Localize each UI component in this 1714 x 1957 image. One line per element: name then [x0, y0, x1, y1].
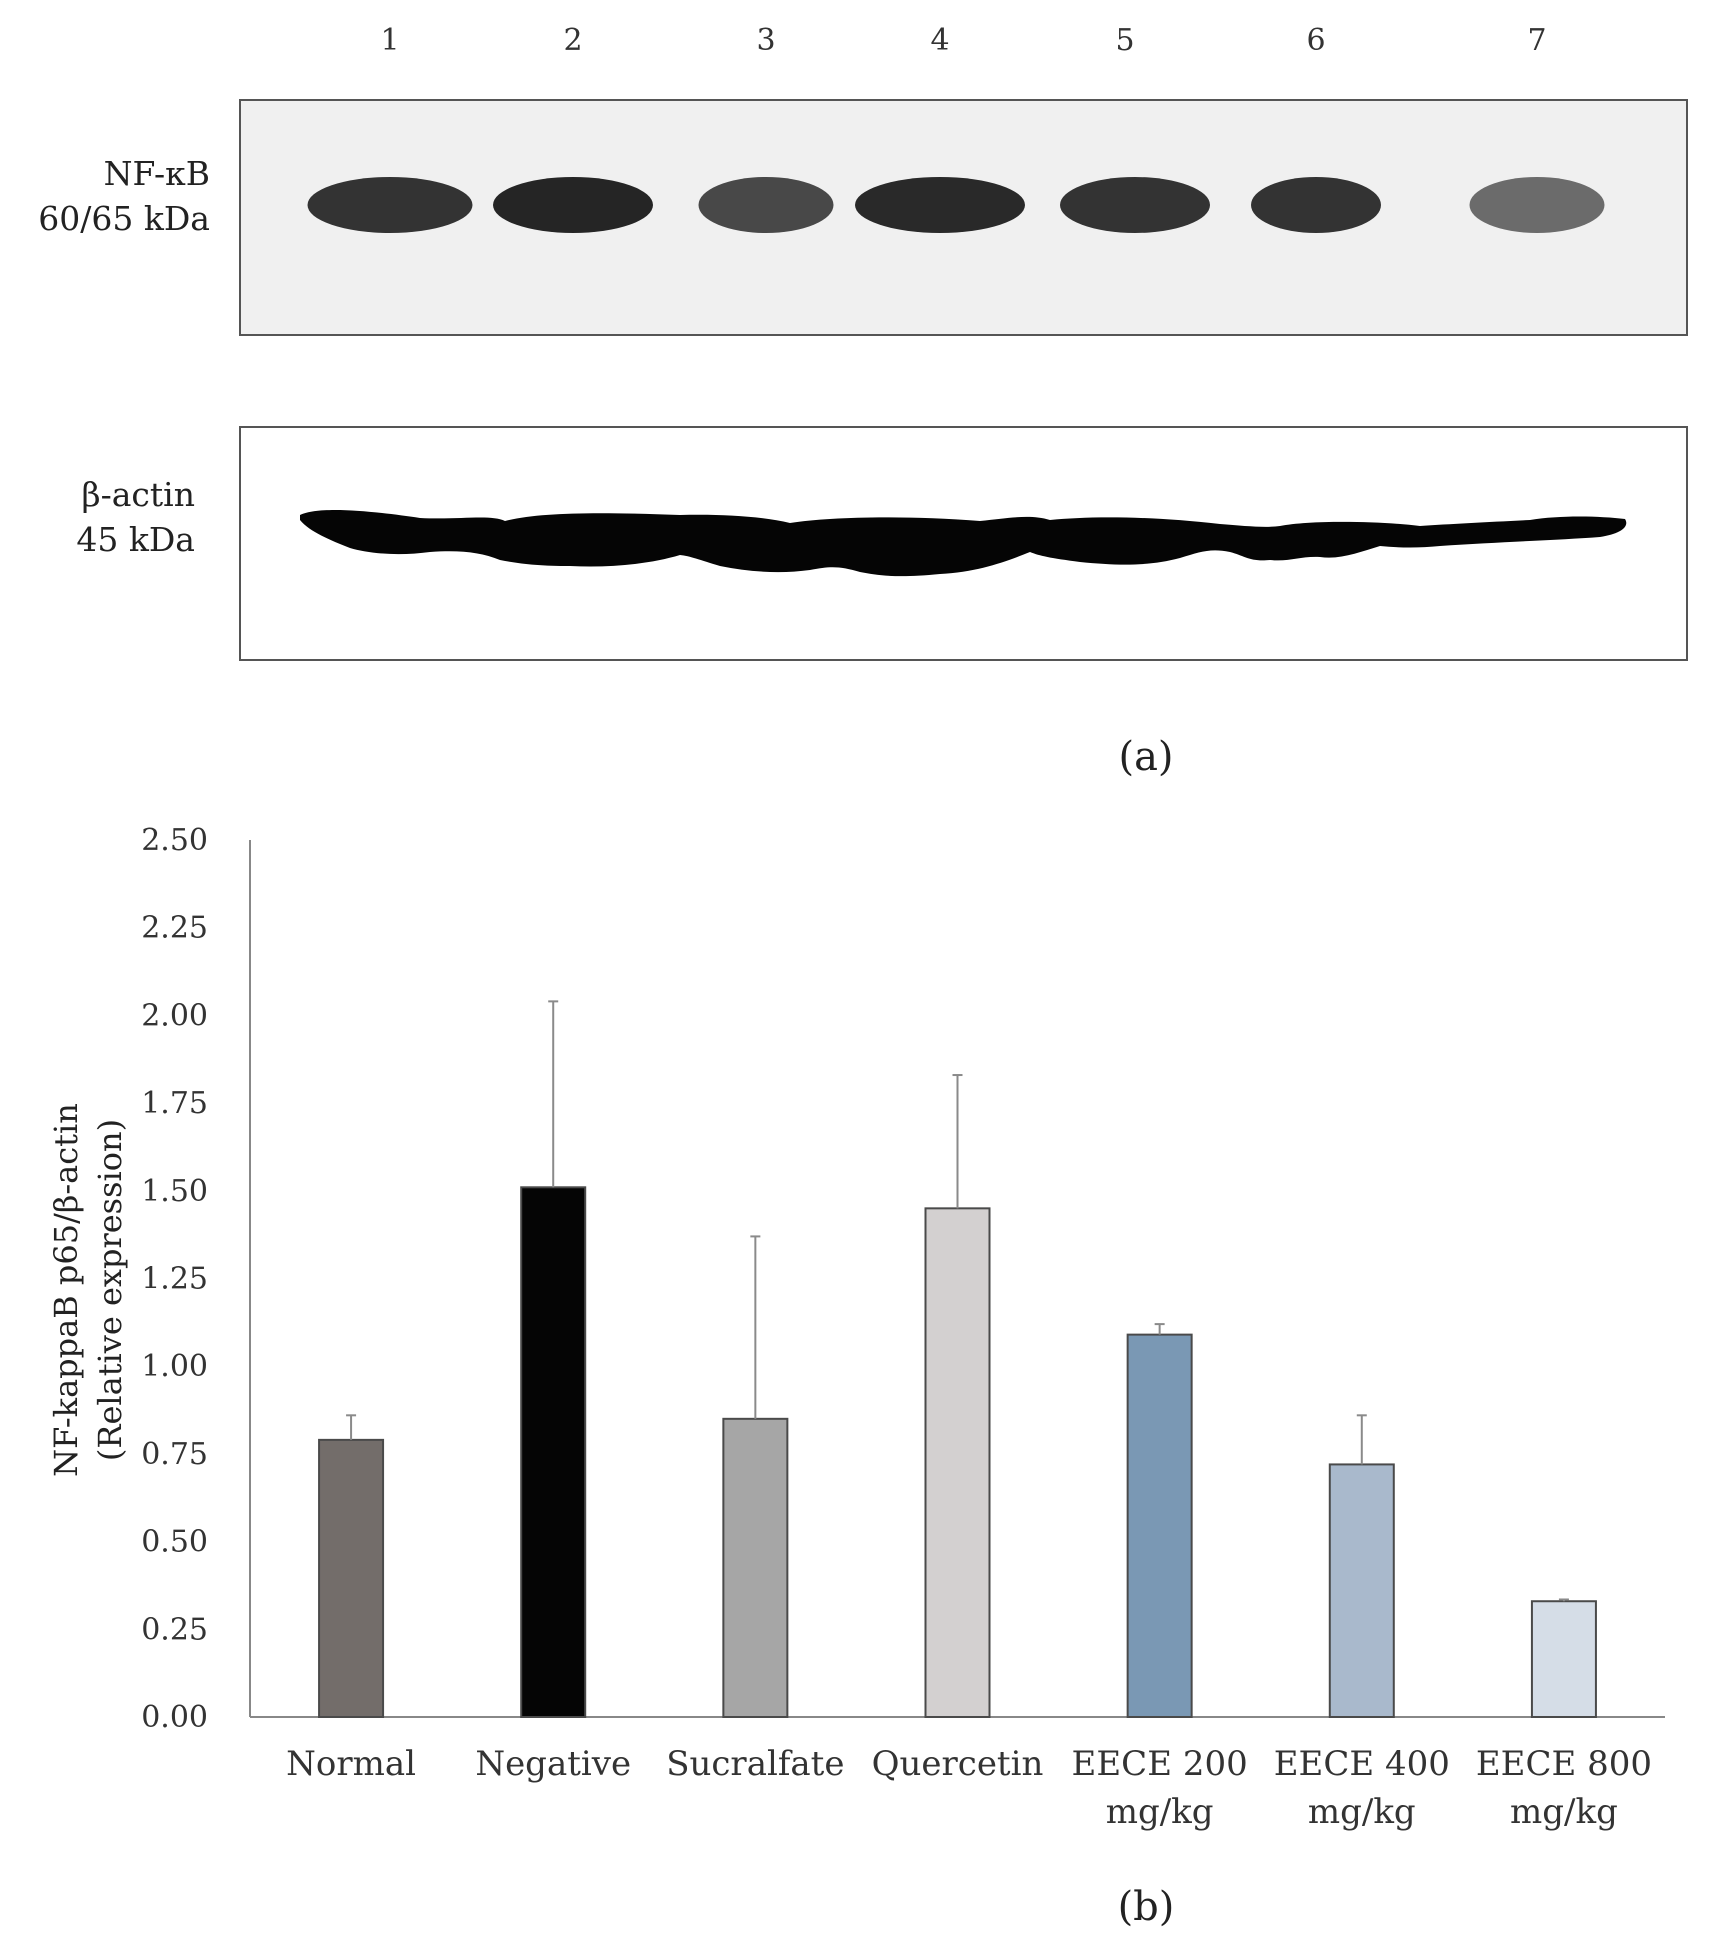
x-category-label: EECE 400: [1274, 1744, 1450, 1784]
error-bar: [1558, 1598, 1569, 1602]
y-tick-label: 0.75: [141, 1437, 208, 1472]
x-category-label: EECE 800: [1476, 1744, 1652, 1784]
x-category-label: mg/kg: [1510, 1792, 1618, 1832]
error-bar: [548, 1000, 559, 1188]
nfkb-band-lane-3: [698, 177, 834, 233]
bar: [318, 1438, 385, 1719]
x-category-label: Negative: [475, 1744, 631, 1784]
y-tick-label: 1.75: [141, 1086, 208, 1121]
nfkb-band-lane-7: [1469, 177, 1605, 233]
y-tick-label: 1.00: [141, 1349, 208, 1384]
nfkb-blot-label-line2: 60/65 kDa: [38, 199, 210, 238]
error-bar: [1154, 1323, 1165, 1335]
bars: [318, 1186, 1597, 1719]
x-category-label: Sucralfate: [666, 1744, 844, 1784]
y-tick-label: 0.25: [141, 1612, 208, 1647]
x-axis-labels: Normal Negative Sucralfate Quercetin EECE 20…: [286, 1744, 1652, 1832]
bar-chart: NF-kappaB p65/β-actin (Relative expressi…: [47, 823, 1665, 1930]
x-category-label: Quercetin: [872, 1744, 1044, 1784]
bar: [520, 1186, 587, 1718]
bar: [1530, 1600, 1597, 1718]
y-axis-ticks: 0.00 0.25 0.50 0.75 1.00 1.25 1.50 1.75 2.00 2.25…: [141, 823, 208, 1735]
panel-a-caption: (a): [1118, 734, 1173, 780]
error-bar: [750, 1235, 761, 1419]
error-bar: [1356, 1414, 1367, 1465]
actin-band: [300, 509, 1627, 577]
nfkb-band-lane-5: [1060, 177, 1210, 233]
nfkb-blot-label-line1: NF-κB: [104, 154, 210, 193]
y-tick-label: 1.25: [141, 1262, 208, 1297]
bar: [1328, 1463, 1395, 1718]
error-bars: [346, 1000, 1569, 1602]
x-category-label: Normal: [286, 1744, 416, 1784]
western-blot-panel: 1 2 3 4 5 6 7 NF-κB 60/65 kDa β-actin 45 kDa (…: [38, 23, 1688, 780]
error-bar: [952, 1074, 963, 1209]
y-axis-title-line2: (Relative expression): [91, 1119, 129, 1461]
y-tick-label: 0.50: [141, 1525, 208, 1560]
nfkb-band-lane-2: [493, 177, 653, 233]
lane-number-6: 6: [1306, 23, 1325, 58]
lane-number-1: 1: [380, 23, 399, 58]
x-category-label: mg/kg: [1308, 1792, 1416, 1832]
x-category-label: mg/kg: [1106, 1792, 1214, 1832]
lane-numbers: 1 2 3 4 5 6 7: [380, 23, 1546, 58]
lane-number-5: 5: [1115, 23, 1134, 58]
y-axis-title: NF-kappaB p65/β-actin (Relative expressi…: [47, 1103, 129, 1477]
error-bar: [346, 1414, 357, 1440]
y-tick-label: 0.00: [141, 1700, 208, 1735]
x-category-label: EECE 200: [1072, 1744, 1248, 1784]
y-tick-label: 2.25: [141, 911, 208, 946]
nfkb-band-lane-4: [855, 177, 1025, 233]
bar: [924, 1207, 991, 1718]
nfkb-band-lane-6: [1251, 177, 1381, 233]
lane-number-7: 7: [1527, 23, 1546, 58]
bar: [722, 1417, 789, 1718]
y-tick-label: 1.50: [141, 1174, 208, 1209]
lane-number-3: 3: [756, 23, 775, 58]
lane-number-2: 2: [563, 23, 582, 58]
nfkb-bands: [307, 177, 1605, 233]
lane-number-4: 4: [930, 23, 949, 58]
actin-blot-label-line1: β-actin: [82, 475, 195, 514]
panel-b-caption: (b): [1118, 1884, 1175, 1930]
y-tick-label: 2.50: [141, 823, 208, 858]
nfkb-band-lane-1: [307, 177, 473, 233]
bar: [1126, 1333, 1193, 1719]
y-axis-title-line1: NF-kappaB p65/β-actin: [47, 1103, 85, 1477]
actin-blot-label-line2: 45 kDa: [76, 520, 195, 559]
y-tick-label: 2.00: [141, 998, 208, 1033]
